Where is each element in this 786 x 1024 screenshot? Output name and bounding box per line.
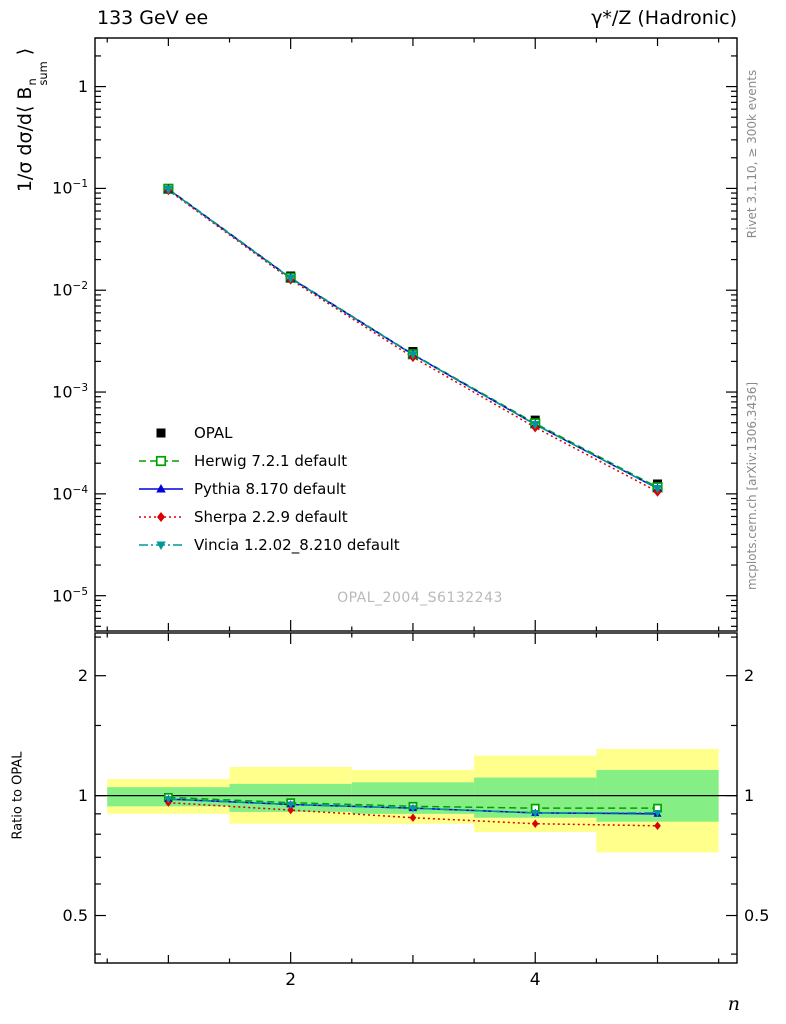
- x-axis-label: n: [727, 993, 740, 1015]
- legend-marker-vincia-icon: [139, 541, 183, 550]
- rivet-version-text: Rivet 3.1.10, ≥ 300k events: [745, 69, 759, 239]
- legend-marker-opal-icon: [156, 428, 166, 438]
- legend-label-sherpa: Sherpa 2.2.9 default: [194, 508, 348, 526]
- ylabel-subscript: sum: [35, 61, 50, 86]
- plot-title-energy: 133 GeV ee: [97, 7, 209, 29]
- mcplots-reference-text: mcplots.cern.ch [arXiv:1306.3436]: [745, 381, 759, 591]
- plot-title-process: γ*/Z (Hadronic): [591, 7, 737, 29]
- legend-label-herwig: Herwig 7.2.1 default: [194, 452, 348, 470]
- legend-item-vincia: Vincia 1.2.02_8.210 default: [138, 531, 400, 559]
- ylabel-suffix: ⟩: [14, 47, 36, 62]
- ylabel-exponent-stack: n sum: [25, 61, 50, 86]
- legend-item-opal: OPAL: [138, 419, 400, 447]
- ratio-y-axis-label: Ratio to OPAL: [10, 751, 26, 840]
- ylabel-prefix: 1/σ dσ/d⟨ B: [14, 86, 36, 193]
- legend-marker-pythia-icon: [139, 484, 183, 493]
- legend-label-pythia: Pythia 8.170 default: [194, 480, 346, 498]
- legend-item-herwig: Herwig 7.2.1 default: [138, 447, 400, 475]
- legend-label-opal: OPAL: [194, 424, 233, 442]
- legend-marker-sherpa-icon: [139, 512, 183, 522]
- watermark-analysis-id: OPAL_2004_S6132243: [337, 590, 503, 606]
- legend-label-vincia: Vincia 1.2.02_8.210 default: [194, 536, 400, 554]
- legend-item-sherpa: Sherpa 2.2.9 default: [138, 503, 400, 531]
- legend-marker-herwig-icon: [139, 455, 183, 467]
- legend: OPAL Herwig 7.2.1 default Pythia 8.170 d…: [138, 419, 400, 559]
- legend-item-pythia: Pythia 8.170 default: [138, 475, 400, 503]
